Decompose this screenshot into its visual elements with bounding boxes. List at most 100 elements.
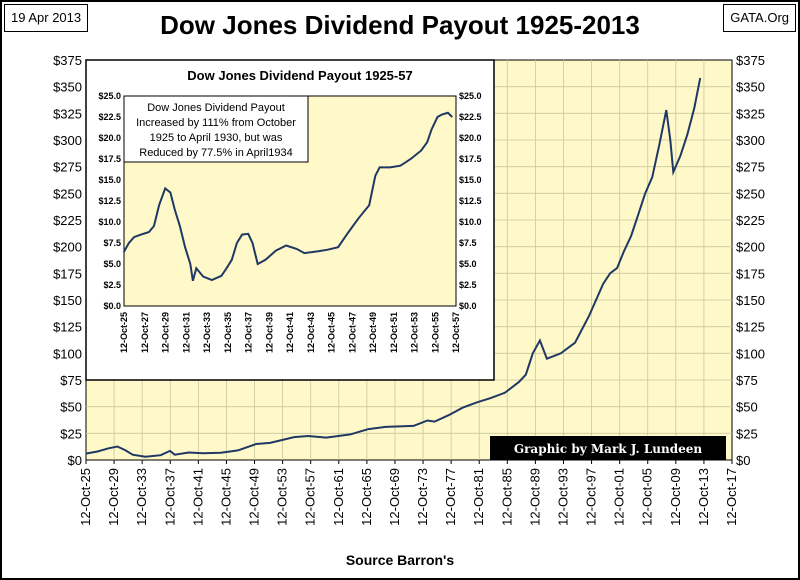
y-tick-right: $200 (736, 240, 765, 255)
y-tick-left: $0 (68, 453, 82, 468)
y-tick-right: $325 (736, 106, 765, 121)
annotation-line: 1925 to April 1930, but was (150, 132, 283, 144)
inset-x-axis: 12-Oct-25 12-Oct-27 12-Oct-29 12-Oct-31 12-O… (119, 312, 461, 353)
inset-y-tick-left: $0.0 (103, 301, 121, 311)
source-label: GATA.Org (723, 4, 796, 32)
inset-x-tick-label: 12-Oct-51 (389, 312, 399, 353)
main-series-line (85, 77, 702, 458)
inset-y-tick-right: $12.5 (459, 196, 482, 206)
date-label: 19 Apr 2013 (4, 4, 89, 32)
main-x-axis: 12-Oct-25 12-Oct-29 12-Oct-33 12-Oct-37 12-O… (78, 460, 739, 526)
x-tick-label: 12-Oct-25 (78, 468, 93, 526)
x-tick-label: 12-Oct-53 (275, 468, 290, 526)
y-tick-right: $275 (736, 160, 765, 175)
x-tick-label: 12-Oct-57 (303, 468, 318, 526)
inset-y-tick-right: $17.5 (459, 154, 482, 164)
y-tick-left: $25 (60, 426, 82, 441)
x-tick-label: 12-Oct-89 (527, 468, 542, 526)
x-tick-label: 12-Oct-69 (387, 468, 402, 526)
inset-x-tick-label: 12-Oct-25 (119, 312, 129, 353)
inset-x-tick-label: 12-Oct-55 (430, 312, 440, 353)
inset-x-tick-label: 12-Oct-41 (285, 312, 295, 353)
y-tick-right: $25 (736, 426, 758, 441)
inset-x-tick-label: 12-Oct-57 (451, 312, 461, 353)
y-tick-right: $225 (736, 213, 765, 228)
y-tick-right: $375 (736, 53, 765, 68)
inset-x-tick-label: 12-Oct-37 (244, 312, 254, 353)
credit-box: Graphic by Mark J. Lundeen (490, 436, 726, 460)
inset-x-tick-label: 12-Oct-33 (202, 312, 212, 353)
x-tick-label: 12-Oct-49 (247, 468, 262, 526)
x-tick-label: 12-Oct-77 (443, 468, 458, 526)
y-tick-left: $375 (53, 53, 82, 68)
inset-y-axis-left: $0.0 $2.5 $5.0 $7.5 $10.0 $12.5 $15.0 $17.5 $20.… (98, 91, 121, 311)
y-tick-right: $300 (736, 133, 765, 148)
inset-x-tick-label: 12-Oct-49 (368, 312, 378, 353)
x-tick-label: 12-Oct-05 (640, 468, 655, 526)
inset-x-tick-label: 12-Oct-53 (410, 312, 420, 353)
main-y-axis-right: $0 $25 $50 $75 $100 $125 $150 $175 $200 $225 $250 $… (736, 53, 765, 468)
x-tick-label: 12-Oct-17 (724, 468, 739, 526)
credit-label: Graphic by Mark J. Lundeen (514, 442, 703, 456)
inset-y-tick-left: $7.5 (103, 238, 121, 248)
x-tick-label: 12-Oct-09 (668, 468, 683, 526)
inset-x-tick-label: 12-Oct-45 (327, 312, 337, 353)
annotation-line: Reduced by 77.5% in April1934 (139, 147, 293, 159)
x-tick-label: 12-Oct-13 (696, 468, 711, 526)
inset-x-tick-label: 12-Oct-31 (181, 312, 191, 353)
inset-y-tick-left: $20.0 (98, 133, 121, 143)
inset-y-tick-right: $10.0 (459, 217, 482, 227)
chart-title: Dow Jones Dividend Payout 1925-2013 (160, 10, 640, 40)
x-axis-title: Source Barron's (345, 552, 455, 568)
inset-y-tick-right: $15.0 (459, 175, 482, 185)
inset-y-axis-right: $0.0 $2.5 $5.0 $7.5 $10.0 $12.5 $15.0 $17.5 $20.… (459, 91, 482, 311)
inset-y-tick-left: $10.0 (98, 217, 121, 227)
inset-x-tick-label: 12-Oct-43 (306, 312, 316, 353)
inset-x-tick-label: 12-Oct-29 (161, 312, 171, 353)
inset-y-tick-right: $0.0 (459, 301, 477, 311)
x-tick-label: 12-Oct-85 (499, 468, 514, 526)
y-tick-left: $100 (53, 346, 82, 361)
y-tick-left: $325 (53, 106, 82, 121)
y-tick-left: $75 (60, 373, 82, 388)
inset-title: Dow Jones Dividend Payout 1925-57 (187, 68, 412, 83)
x-tick-label: 12-Oct-61 (331, 468, 346, 526)
y-tick-left: $350 (53, 80, 82, 95)
y-tick-left: $125 (53, 320, 82, 335)
y-tick-right: $125 (736, 320, 765, 335)
inset-y-tick-left: $2.5 (103, 280, 121, 290)
x-tick-label: 12-Oct-01 (612, 468, 627, 526)
annotation-line: Increased by 111% from October (136, 117, 296, 129)
inset-series-line (122, 111, 453, 282)
inset-y-tick-left: $15.0 (98, 175, 121, 185)
y-tick-right: $0 (736, 453, 750, 468)
y-tick-left: $150 (53, 293, 82, 308)
inset-y-tick-left: $25.0 (98, 91, 121, 101)
y-tick-left: $50 (60, 400, 82, 415)
inset-y-tick-left: $5.0 (103, 259, 121, 269)
inset-annotation: Dow Jones Dividend Payout Increased by 11… (136, 102, 296, 159)
x-tick-label: 12-Oct-65 (359, 468, 374, 526)
y-tick-left: $250 (53, 186, 82, 201)
x-tick-label: 12-Oct-41 (190, 468, 205, 526)
inset-y-tick-right: $25.0 (459, 91, 482, 101)
x-tick-label: 12-Oct-73 (415, 468, 430, 526)
y-tick-left: $300 (53, 133, 82, 148)
inset-y-tick-right: $20.0 (459, 133, 482, 143)
x-tick-label: 12-Oct-45 (218, 468, 233, 526)
inset-y-tick-right: $7.5 (459, 238, 477, 248)
y-tick-right: $100 (736, 346, 765, 361)
inset-x-tick-label: 12-Oct-39 (264, 312, 274, 353)
y-tick-right: $150 (736, 293, 765, 308)
x-tick-label: 12-Oct-81 (471, 468, 486, 526)
y-tick-left: $275 (53, 160, 82, 175)
y-tick-right: $50 (736, 400, 758, 415)
inset-y-tick-left: $22.5 (98, 112, 121, 122)
inset-y-tick-right: $2.5 (459, 280, 477, 290)
y-tick-right: $250 (736, 186, 765, 201)
y-tick-right: $350 (736, 80, 765, 95)
inset-chart: Dow Jones Dividend Payout 1925-57 $0.0 $2… (85, 59, 495, 381)
inset-x-tick-label: 12-Oct-27 (140, 312, 150, 353)
x-tick-label: 12-Oct-93 (555, 468, 570, 526)
y-tick-right: $175 (736, 266, 765, 281)
